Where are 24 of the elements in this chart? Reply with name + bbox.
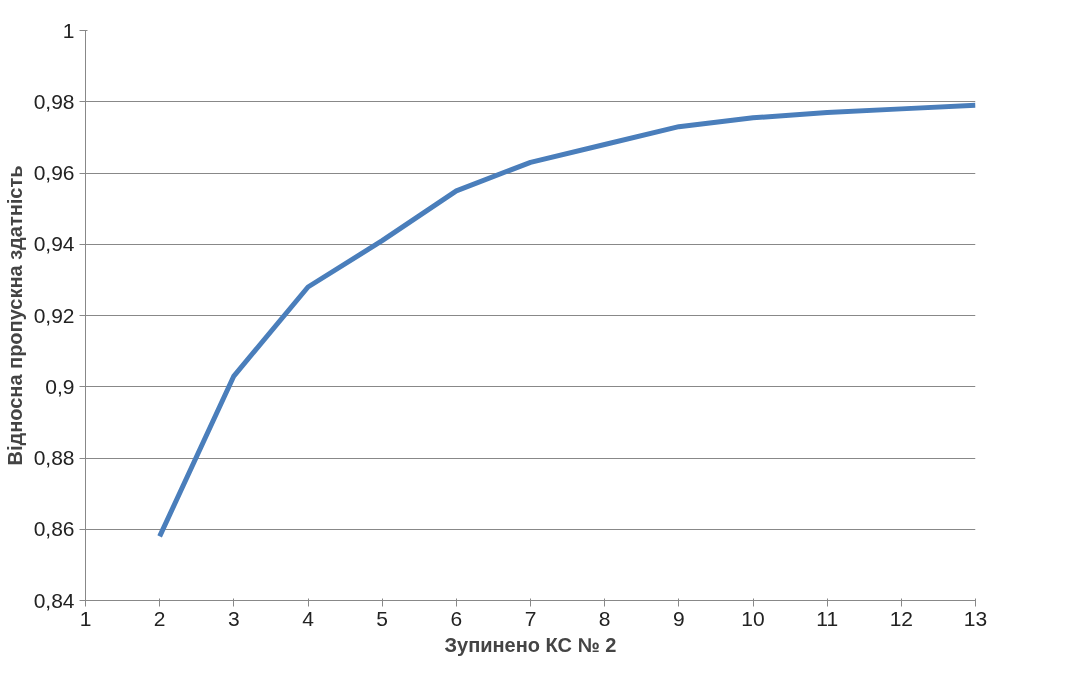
x-tick-label: 3 [227,606,240,630]
x-tick-label: 13 [963,606,988,630]
y-tick-label: 0,92 [33,303,75,327]
x-tick-label: 4 [302,606,315,630]
x-axis-title: Зупинено КС № 2 [444,633,617,656]
y-tick-label: 0,9 [45,374,75,398]
y-tick-label: 0,86 [33,517,75,541]
y-tick-label: 0,88 [33,446,75,469]
x-tick-label: 2 [153,606,166,630]
x-tick-label: 10 [741,606,765,630]
y-tick-label: 0,98 [33,89,75,113]
x-tick-label: 1 [79,606,92,630]
x-tick-label: 5 [376,606,389,630]
x-tick-label: 8 [598,606,611,630]
x-tick-label: 11 [816,606,839,630]
y-axis-title: Відносна пропускна здатність [3,165,26,466]
x-tick-label: 9 [672,606,685,630]
x-tick-label: 6 [450,606,463,630]
y-tick-label: 0,94 [33,232,75,256]
y-tick-label: 0,96 [33,161,75,184]
y-tick-label: 1 [62,18,75,42]
y-tick-label: 0,84 [33,588,75,612]
x-tick-label: 7 [524,606,537,630]
x-tick-label: 12 [889,606,914,630]
